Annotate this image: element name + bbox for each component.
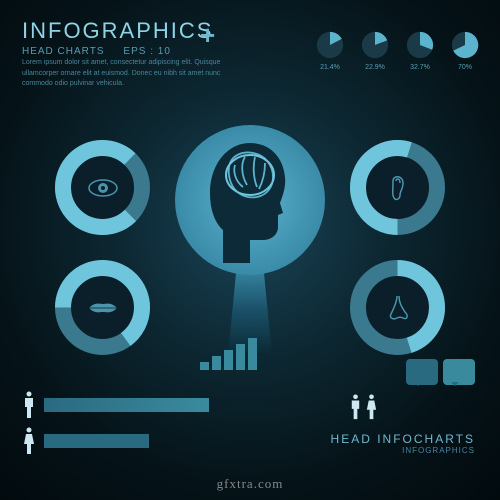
mini-pie-2: 22.9%: [360, 30, 390, 71]
pie-label-4: 70%: [458, 64, 472, 71]
person-female-icon: [365, 394, 378, 420]
footer-title: HEAD INFOCHARTS: [331, 432, 475, 446]
bar-row-male: [22, 391, 209, 419]
top-pie-row: 21.4% 22.9% 32.7% 70%: [315, 30, 480, 71]
ring-ear: [350, 140, 445, 235]
subtitle-text: HEAD CHARTS: [22, 46, 105, 57]
mini-bar-2: [212, 356, 221, 370]
footer: HEAD INFOCHARTS INFOGRAPHICS: [331, 432, 475, 455]
plus-icon: +: [200, 20, 215, 51]
eps-label: EPS : 10: [123, 46, 170, 57]
person-male-icon: [349, 394, 362, 420]
male-icon: [22, 391, 36, 419]
bubble-2: [443, 359, 475, 385]
pie-label-3: 32.7%: [410, 64, 430, 71]
mini-pie-1: 21.4%: [315, 30, 345, 71]
mini-pie-4: 70%: [450, 30, 480, 71]
ring-eye: [55, 140, 150, 235]
watermark: gfxtra.com: [217, 476, 284, 492]
mini-bar-chart: [200, 338, 257, 370]
pie-label-2: 22.9%: [365, 64, 385, 71]
people-icons: [349, 394, 378, 420]
mini-bar-5: [248, 338, 257, 370]
header: INFOGRAPHICS HEAD CHARTS EPS : 10: [22, 18, 213, 57]
pie-label-1: 21.4%: [320, 64, 340, 71]
bar-female: [44, 434, 149, 448]
lorem-text: Lorem ipsum dolor sit amet, consectetur …: [22, 58, 242, 90]
subtitle: HEAD CHARTS EPS : 10: [22, 46, 213, 57]
mini-pie-3: 32.7%: [405, 30, 435, 71]
bar-chart: [22, 391, 209, 455]
center-head: [175, 125, 325, 275]
female-icon: [22, 427, 36, 455]
mini-bar-1: [200, 362, 209, 370]
ring-nose: [350, 260, 445, 355]
mini-bar-3: [224, 350, 233, 370]
bubble-1: [406, 359, 438, 385]
main-title: INFOGRAPHICS: [22, 18, 213, 44]
head-circle: [175, 125, 325, 275]
ring-mouth: [55, 260, 150, 355]
bar-row-female: [22, 427, 209, 455]
speech-bubbles: [406, 359, 475, 385]
mini-bar-4: [236, 344, 245, 370]
head-profile-icon: [195, 135, 305, 265]
bar-male: [44, 398, 209, 412]
footer-subtitle: INFOGRAPHICS: [331, 446, 475, 455]
